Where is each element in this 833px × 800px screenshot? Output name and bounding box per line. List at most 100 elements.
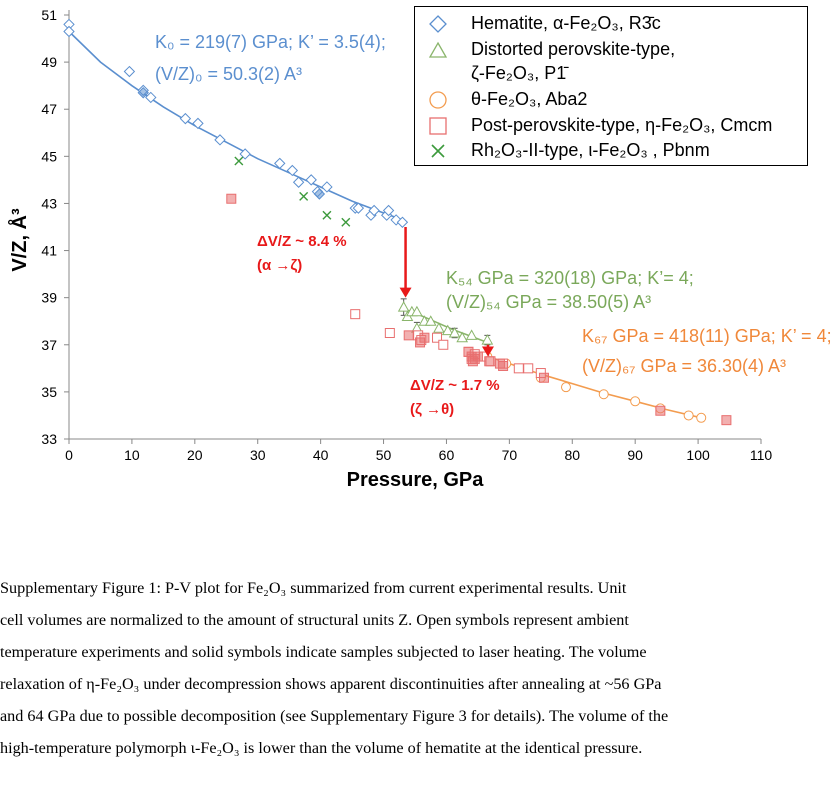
- y-tick-label: 49: [41, 54, 57, 70]
- iota-point: [341, 217, 351, 227]
- zeta-point: [456, 331, 469, 343]
- hematite-point: [286, 164, 299, 177]
- zeta-point: [424, 315, 437, 326]
- eta-point: [513, 363, 524, 374]
- x-tick-label: 20: [187, 447, 203, 463]
- theta-point: [683, 410, 694, 421]
- legend-label: Distorted perovskite-type,: [471, 39, 676, 59]
- zeta-point: [433, 322, 445, 333]
- zeta-point: [411, 305, 423, 317]
- eta-point: [498, 360, 509, 371]
- eta-point: [472, 351, 483, 362]
- y-tick-label: 45: [41, 148, 57, 164]
- hematite-eos-line2: (V/Z)₀ = 50.3(2) A³: [155, 64, 302, 84]
- transition-arrows: [399, 227, 494, 357]
- delta-zeta-theta-line1: ΔV/Z ~ 1.7 %: [410, 377, 500, 394]
- hematite-point: [321, 181, 333, 193]
- x-marker-icon: [431, 144, 445, 158]
- theta-eos-line2: (V/Z)₆₇ GPa = 36.30(4) A³: [582, 356, 786, 376]
- data-points: [63, 18, 732, 426]
- hematite-point: [239, 148, 251, 160]
- eta-point: [384, 328, 395, 338]
- caption-line: temperature experiments and solid symbol…: [0, 643, 647, 661]
- hematite-point: [137, 87, 149, 99]
- caption-line: cell volumes are normalized to the amoun…: [0, 611, 629, 629]
- y-tick-label: 43: [41, 195, 57, 211]
- x-tick-label: 80: [564, 447, 580, 463]
- theta-point: [696, 412, 707, 423]
- y-tick-label: 51: [41, 7, 57, 23]
- y-tick-label: 33: [41, 431, 57, 447]
- zeta-point: [397, 301, 410, 312]
- eta-point: [432, 332, 443, 343]
- delta-zeta-theta-line2: (ζ →θ): [410, 401, 454, 418]
- transition-arrow-head: [399, 287, 412, 298]
- hematite-point: [396, 216, 409, 228]
- hematite-point: [292, 176, 305, 188]
- hematite-point: [123, 65, 136, 78]
- axes: 0 10 20 30 40 50 60 70 80 90 100 110 33 35 37 39 41 43 45 4…: [41, 7, 772, 463]
- y-tick-label: 37: [41, 337, 57, 353]
- eta-point: [484, 356, 495, 367]
- hematite-point: [382, 204, 395, 217]
- theta-point: [560, 382, 571, 393]
- y-axis-label: V/Z, Å³: [7, 208, 31, 272]
- hematite-point: [305, 174, 317, 186]
- hematite-point: [214, 134, 226, 146]
- eta-point: [419, 332, 430, 343]
- x-tick-label: 110: [750, 447, 773, 463]
- x-tick-label: 60: [439, 447, 455, 463]
- zeta-point: [441, 324, 454, 336]
- hematite-point: [352, 202, 365, 214]
- zeta-point: [465, 329, 478, 340]
- eta-point: [655, 405, 666, 416]
- x-tick-label: 10: [124, 447, 140, 463]
- caption-line: relaxation of η-Fe₂O₃ under decompressio…: [0, 675, 662, 693]
- theta-point: [630, 396, 641, 407]
- hematite-eos-line1: K₀ = 219(7) GPa; K’ = 3.5(4);: [155, 32, 386, 52]
- delta-alpha-zeta-line1: ΔV/Z ~ 8.4 %: [257, 233, 347, 250]
- zeta-point: [448, 326, 461, 338]
- x-tick-label: 70: [502, 447, 518, 463]
- delta-alpha-zeta-line2: (α →ζ): [257, 257, 302, 274]
- x-tick-label: 90: [627, 447, 643, 463]
- x-tick-label: 0: [65, 447, 73, 463]
- y-tick-label: 35: [41, 384, 57, 400]
- eta-point: [523, 363, 534, 374]
- iota-point: [322, 210, 332, 220]
- legend-label: Post-perovskite-type, η-Fe₂O₃, Cmcm: [471, 115, 773, 135]
- square-marker-icon: [429, 117, 447, 135]
- zeta-point: [481, 334, 494, 345]
- legend-label: Rh₂O₃-II-type, ι-Fe₂O₃ , Pbnm: [471, 140, 710, 160]
- eta-point: [721, 415, 732, 426]
- hematite-point: [192, 117, 204, 130]
- zeta-eos-line1: K₅₄ GPa = 320(18) GPa; K’= 4;: [446, 268, 694, 288]
- eos-fit-curve: [68, 30, 403, 221]
- y-tick-label: 47: [41, 101, 57, 117]
- eta-point: [350, 309, 361, 320]
- x-tick-label: 30: [250, 447, 266, 463]
- hematite-point: [179, 112, 192, 125]
- circle-marker-icon: [429, 91, 447, 109]
- pv-chart: 0 10 20 30 40 50 60 70 80 90 100 110 33 35 37 39 41 43 45 4…: [7, 7, 832, 491]
- y-tick-label: 41: [41, 243, 57, 259]
- diamond-marker-icon: [429, 15, 447, 33]
- legend-label: θ-Fe₂O₃, Aba2: [471, 89, 588, 109]
- hematite-point: [313, 188, 326, 200]
- x-tick-label: 100: [686, 447, 710, 463]
- y-tick-label: 39: [41, 290, 57, 306]
- zeta-eos-line2: (V/Z)₅₄ GPa = 38.50(5) A³: [446, 292, 651, 312]
- iota-point: [234, 156, 244, 166]
- hematite-point: [274, 157, 286, 170]
- legend-label: Hematite, α-Fe₂O₃, R3̄c: [471, 13, 661, 33]
- transition-arrow-head: [481, 346, 494, 357]
- caption-line: Supplementary Figure 1: P-V plot for Fe₂…: [0, 579, 627, 597]
- x-tick-label: 40: [313, 447, 329, 463]
- hematite-point: [145, 91, 157, 104]
- chart-legend: Hematite, α-Fe₂O₃, R3̄c Distorted perovs…: [414, 6, 808, 166]
- caption-line: high-temperature polymorph ι-Fe₂O₃ is lo…: [0, 739, 643, 757]
- legend-label: ζ-Fe₂O₃, P1̄: [471, 63, 567, 83]
- eta-point: [538, 372, 549, 383]
- eta-point: [438, 339, 449, 350]
- figure-caption: Supplementary Figure 1: P-V plot for Fe₂…: [0, 572, 833, 764]
